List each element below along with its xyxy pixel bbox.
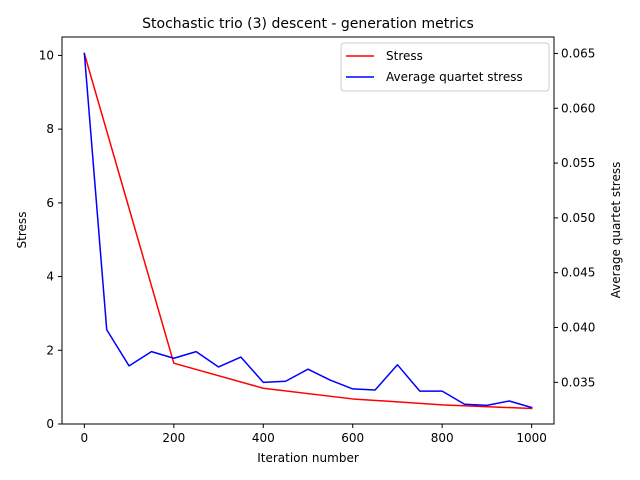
chart-title: Stochastic trio (3) descent - generation… bbox=[142, 16, 474, 32]
x-tick-label: 1000 bbox=[516, 431, 547, 445]
y-tick-label: 0 bbox=[46, 417, 54, 431]
y-axis-title: Stress bbox=[15, 212, 29, 249]
x-axis-title: Iteration number bbox=[257, 451, 359, 465]
y2-axis-title: Average quartet stress bbox=[609, 162, 623, 299]
y2-tick-label: 0.035 bbox=[561, 375, 595, 389]
y-tick-label: 4 bbox=[46, 270, 54, 284]
y2-tick-label: 0.060 bbox=[561, 101, 595, 115]
x-tick-label: 200 bbox=[162, 431, 185, 445]
legend-label-average-quartet-stress: Average quartet stress bbox=[386, 70, 523, 84]
y2-tick-label: 0.055 bbox=[561, 156, 595, 170]
x-tick-label: 800 bbox=[431, 431, 454, 445]
x-tick-label: 0 bbox=[81, 431, 89, 445]
plot-background bbox=[62, 37, 554, 424]
y-tick-label: 2 bbox=[46, 343, 54, 357]
x-axis: 0 200 400 600 800 1000 bbox=[81, 424, 547, 445]
y-axis-left: 0 2 4 6 8 10 bbox=[39, 48, 62, 431]
series-line-stress bbox=[83, 52, 533, 410]
x-tick-label: 400 bbox=[252, 431, 275, 445]
y-axis-right: 0.035 0.040 0.045 0.050 0.055 0.060 0.065 bbox=[554, 46, 595, 389]
series-line-average-quartet-stress bbox=[83, 52, 533, 409]
x-tick-label: 600 bbox=[341, 431, 364, 445]
legend-label-stress: Stress bbox=[386, 49, 423, 63]
y2-tick-label: 0.065 bbox=[561, 46, 595, 60]
y-tick-label: 8 bbox=[46, 122, 54, 136]
series-layer bbox=[83, 52, 533, 410]
y2-tick-label: 0.045 bbox=[561, 266, 595, 280]
y-tick-label: 6 bbox=[46, 196, 54, 210]
legend-box bbox=[340, 42, 550, 92]
plot-frame bbox=[61, 36, 555, 425]
y2-tick-label: 0.050 bbox=[561, 211, 595, 225]
legend: Stress Average quartet stress bbox=[340, 42, 550, 92]
y2-tick-label: 0.040 bbox=[561, 321, 595, 335]
y-tick-label: 10 bbox=[39, 48, 54, 62]
